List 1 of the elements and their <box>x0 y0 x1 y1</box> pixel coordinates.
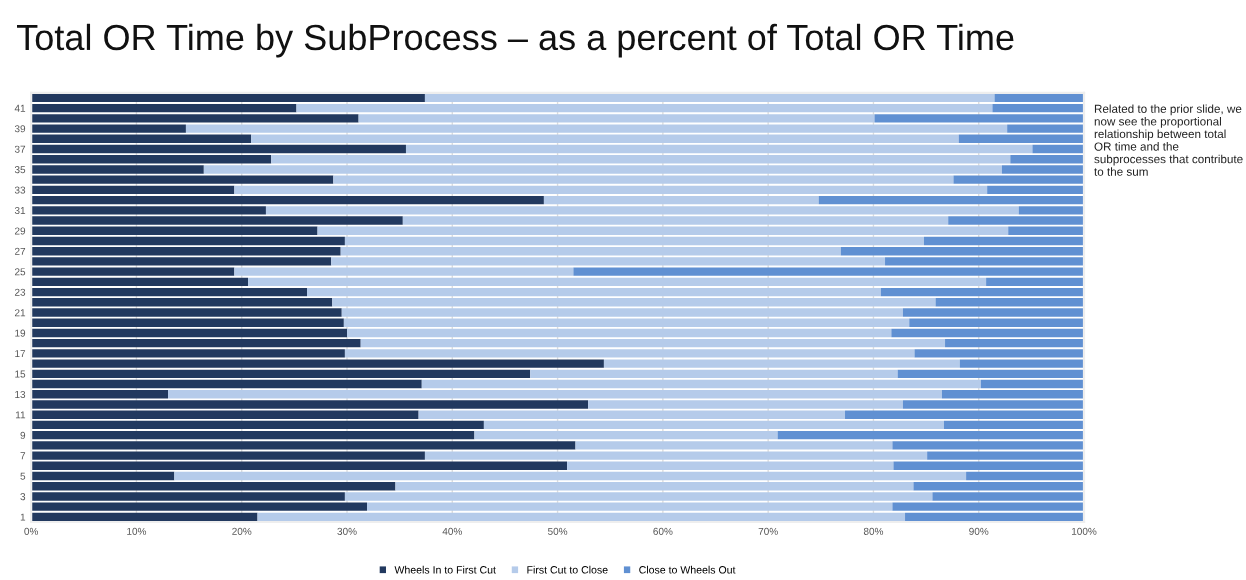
chart-title: Total OR Time by SubProcess – as a percent of Total OR Time <box>17 23 1014 58</box>
